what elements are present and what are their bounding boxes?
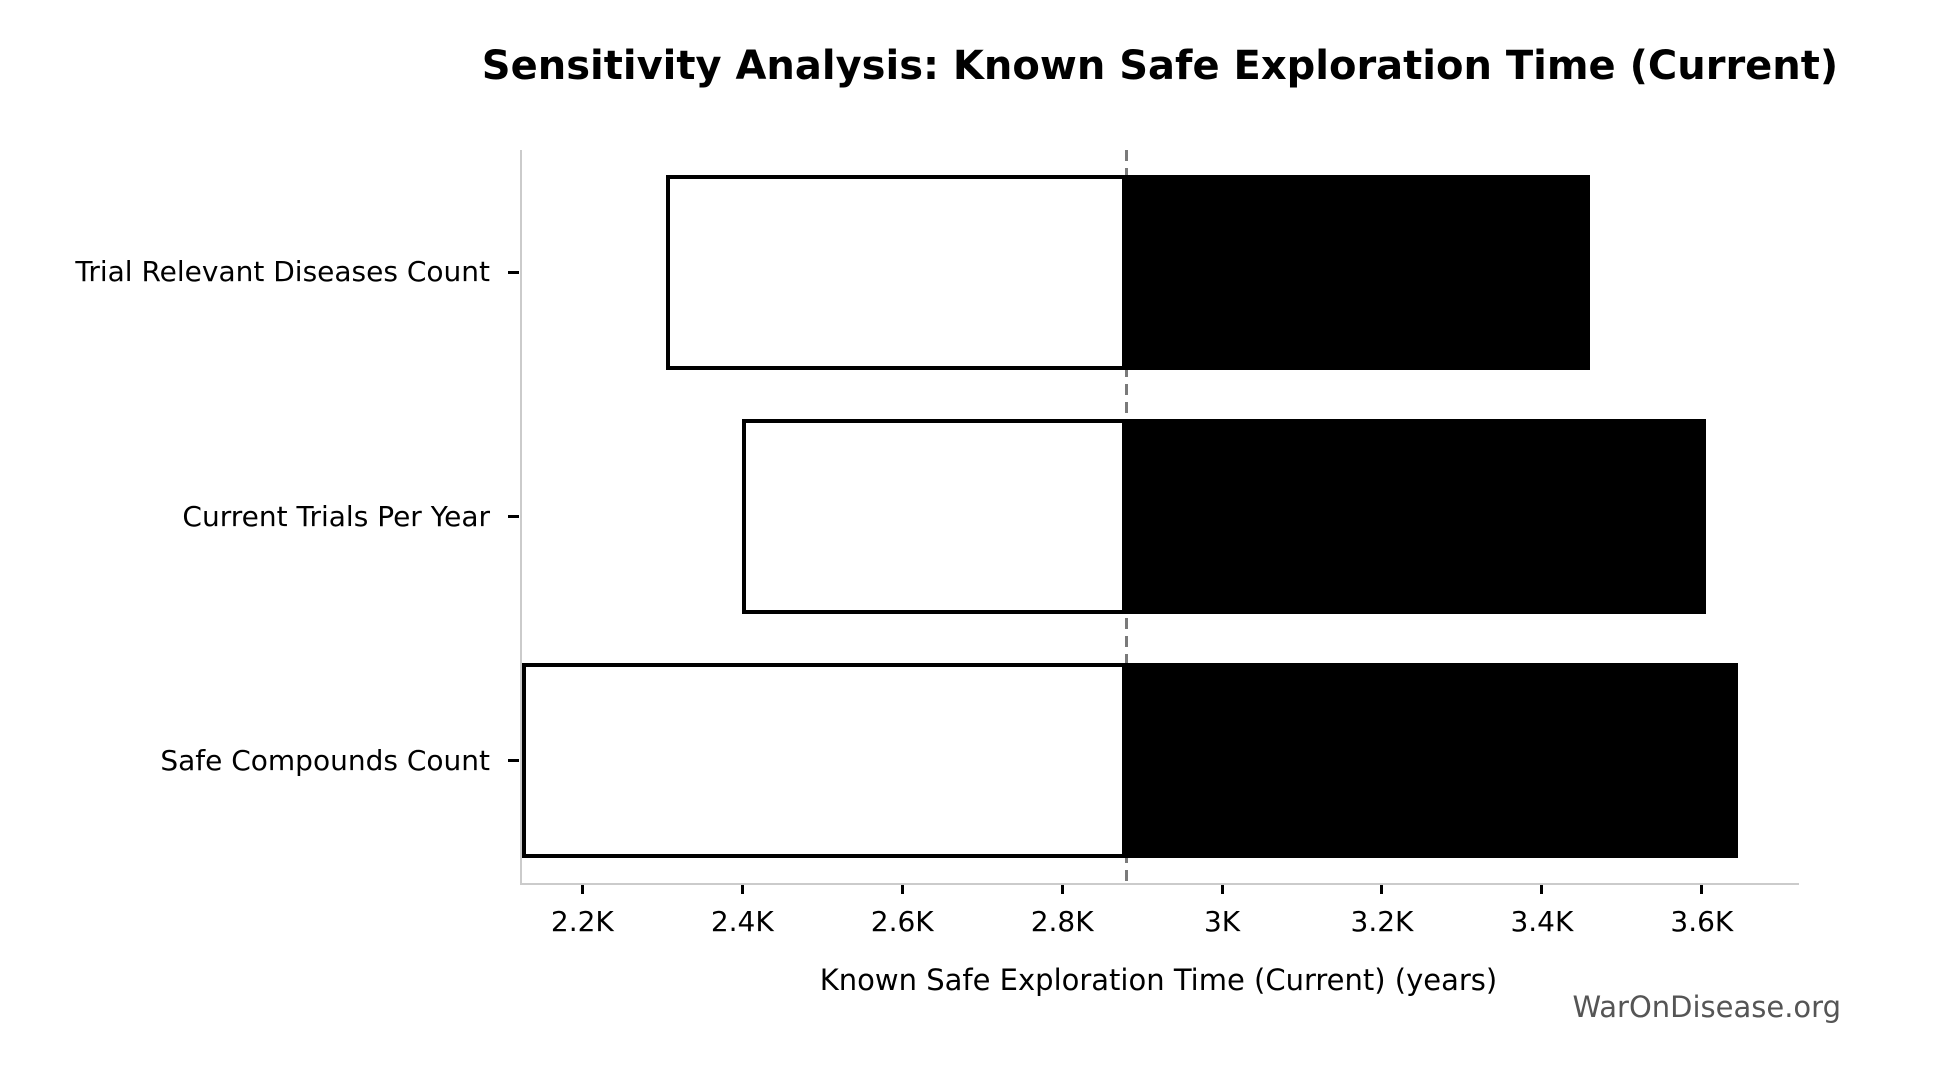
bar-low-0 (666, 174, 1127, 370)
bar-low-2 (522, 663, 1127, 859)
x-tick-5 (1380, 885, 1384, 894)
x-tick-2 (900, 885, 904, 894)
x-tick-label: 3.6K (1670, 905, 1734, 938)
y-tick-2 (508, 759, 519, 763)
watermark: WarOnDisease.org (1572, 990, 1841, 1024)
y-axis-spine (520, 150, 522, 883)
x-tick-label: 3.2K (1350, 905, 1414, 938)
y-category-label: Safe Compounds Count (160, 743, 490, 777)
bar-high-2 (1126, 663, 1738, 859)
x-tick-label: 2.6K (870, 905, 934, 938)
x-axis-spine (520, 883, 1799, 885)
y-tick-0 (508, 270, 519, 274)
x-tick-label: 3.4K (1510, 905, 1574, 938)
x-tick-6 (1540, 885, 1544, 894)
x-tick-3 (1060, 885, 1064, 894)
chart-title: Sensitivity Analysis: Known Safe Explora… (481, 43, 1839, 89)
x-tick-1 (740, 885, 744, 894)
x-tick-label: 2.4K (710, 905, 774, 938)
bar-high-0 (1126, 174, 1590, 370)
x-tick-label: 2.2K (550, 905, 614, 938)
plot-area (520, 150, 1799, 885)
y-category-label: Trial Relevant Diseases Count (75, 255, 490, 289)
x-tick-7 (1700, 885, 1704, 894)
x-tick-label: 2.8K (1030, 905, 1094, 938)
x-tick-0 (580, 885, 584, 894)
bar-high-1 (1126, 419, 1706, 614)
x-axis-label: Known Safe Exploration Time (Current) (y… (819, 963, 1498, 997)
x-tick-4 (1220, 885, 1224, 894)
bar-low-1 (742, 419, 1127, 614)
x-tick-label: 3K (1203, 905, 1241, 938)
y-tick-1 (508, 515, 519, 518)
y-category-label: Current Trials Per Year (182, 499, 490, 533)
